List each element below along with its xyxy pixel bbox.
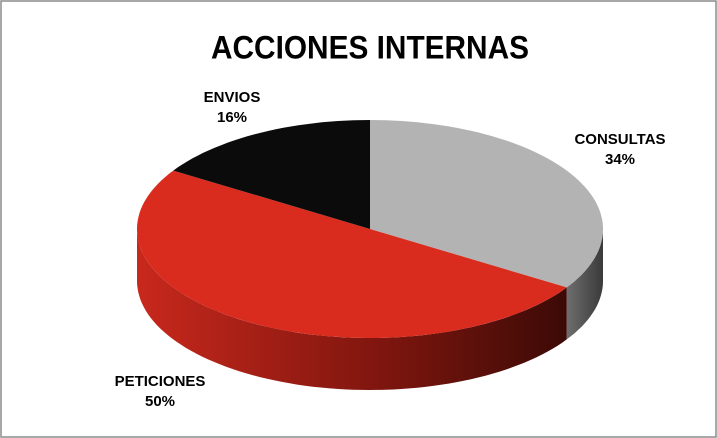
slice	[173, 120, 370, 229]
slice	[137, 170, 567, 338]
slice-side	[137, 229, 567, 390]
slice-value-label: 16%	[217, 109, 247, 126]
slice-value-label: 34%	[605, 151, 635, 168]
slice-label: PETICIONES	[115, 373, 206, 390]
slice-label: CONSULTAS	[574, 131, 665, 148]
slice-side	[566, 229, 603, 340]
slice-value-label: 50%	[145, 393, 175, 410]
slice-label: ENVIOS	[204, 89, 261, 106]
slice	[370, 120, 603, 288]
chart-title: ACCIONES INTERNAS	[211, 29, 529, 65]
